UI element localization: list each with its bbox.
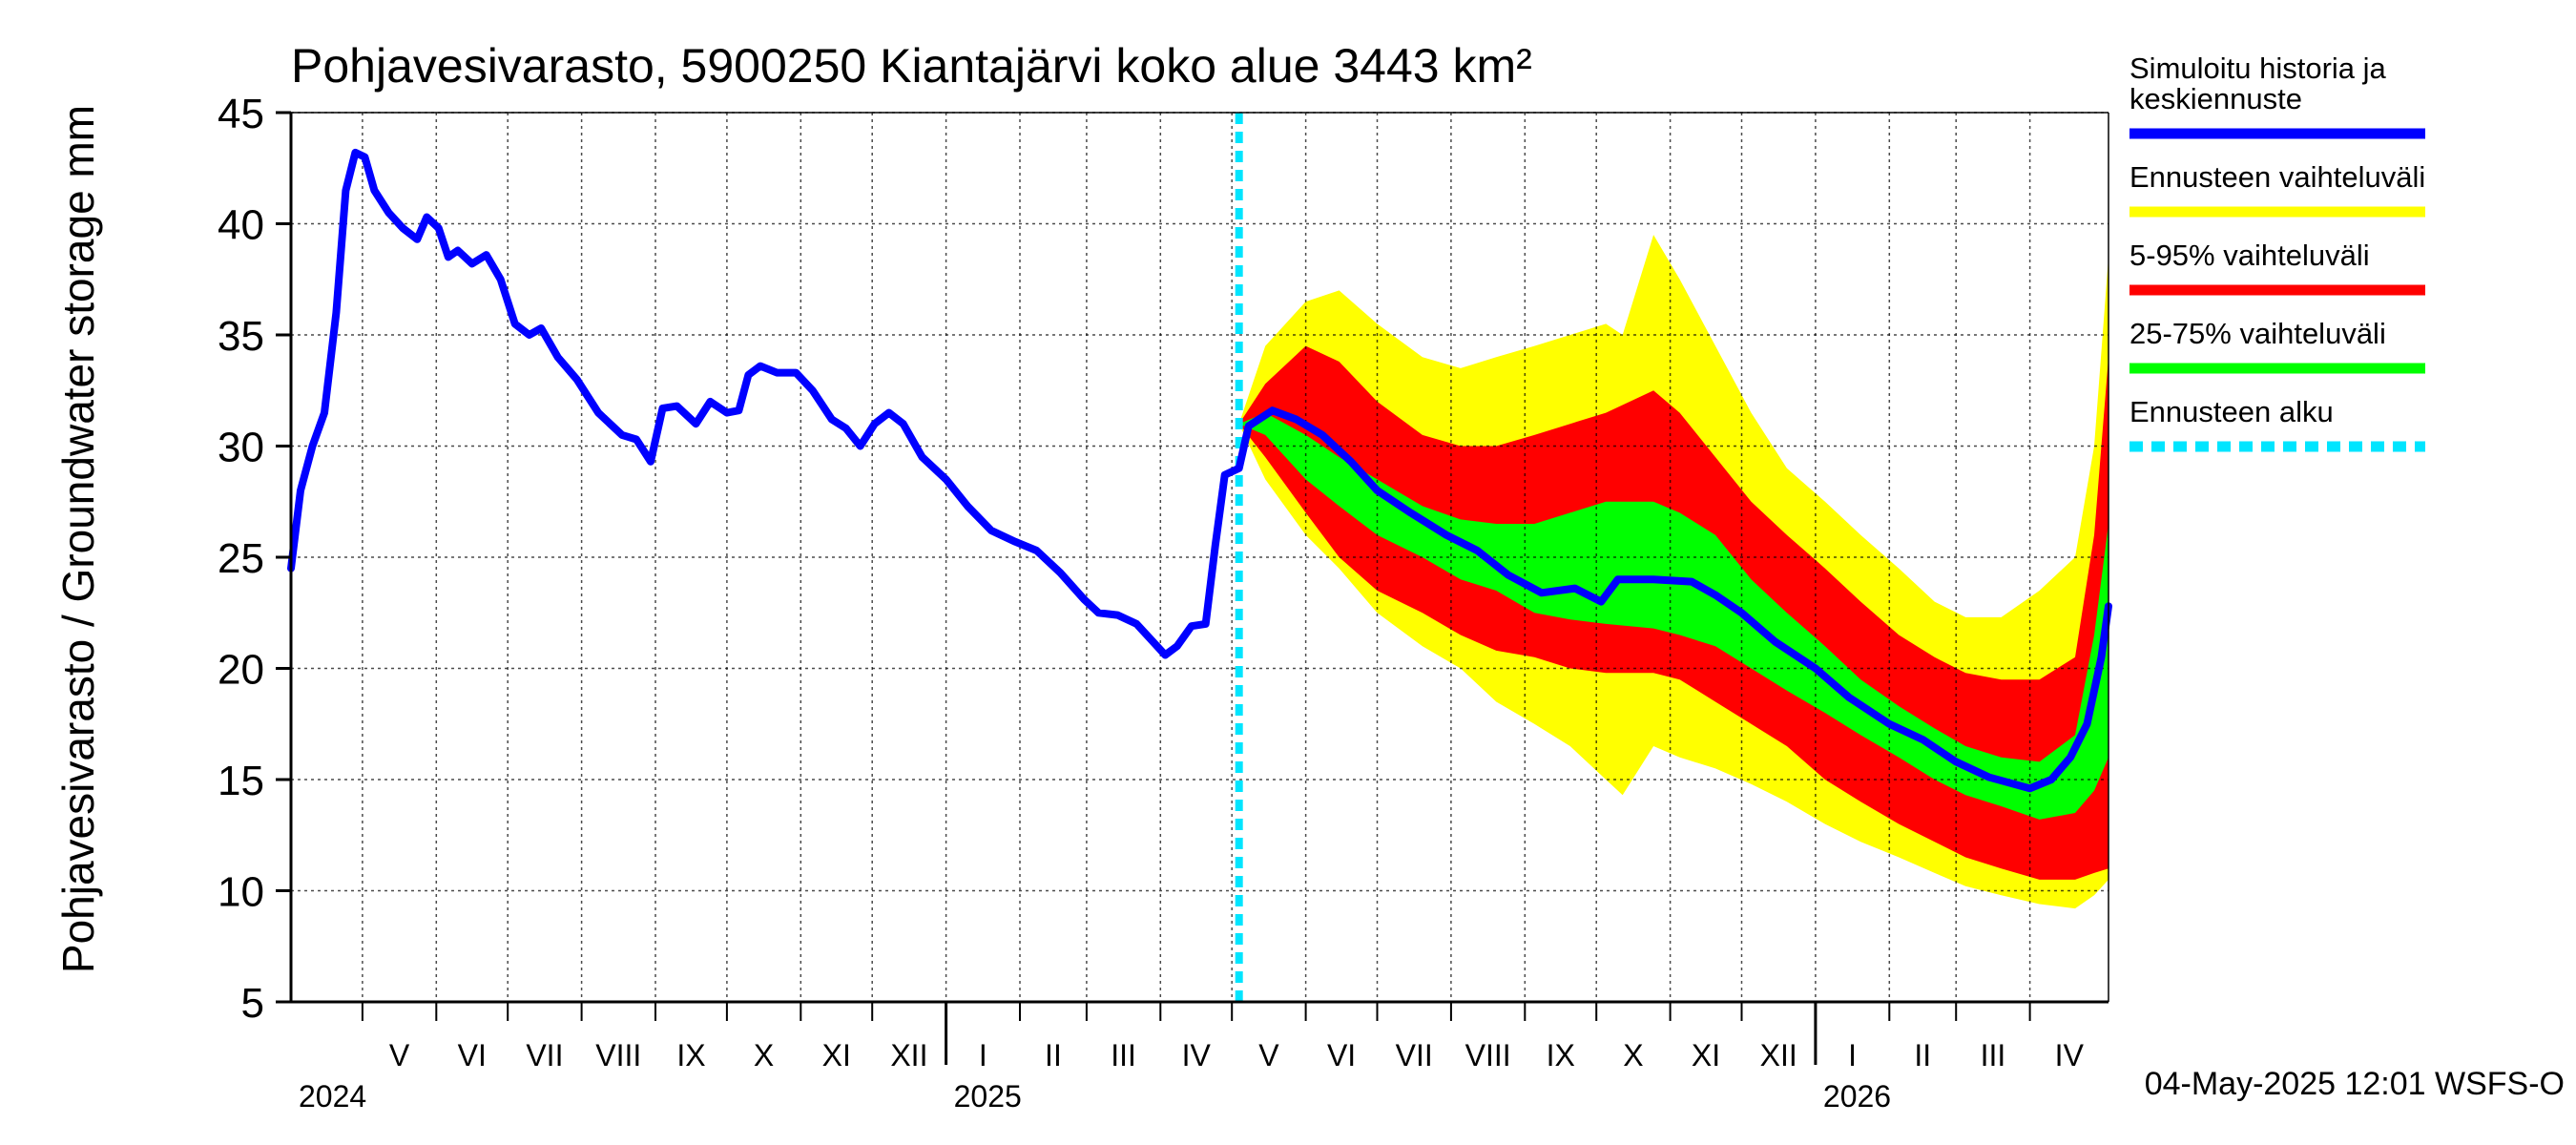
x-month-label: VIII (1465, 1038, 1511, 1072)
x-month-label: IV (2055, 1038, 2085, 1072)
x-month-label: VIII (595, 1038, 641, 1072)
x-month-label: II (1914, 1038, 1931, 1072)
y-tick-label: 20 (218, 647, 264, 694)
y-axis-labels: 5 10 15 20 25 30 35 40 45 (218, 91, 264, 1027)
y-tick-label: 30 (218, 425, 264, 471)
y-axis-title: Pohjavesivarasto / Groundwater storage m… (53, 105, 103, 973)
x-month-label: V (389, 1038, 410, 1072)
x-month-label: IX (676, 1038, 705, 1072)
x-month-label: III (1111, 1038, 1136, 1072)
legend-label: Ennusteen alku (2129, 395, 2334, 428)
x-year-label: 2024 (299, 1079, 366, 1114)
x-month-label: X (754, 1038, 774, 1072)
x-month-label: I (1848, 1038, 1857, 1072)
x-month-label: XII (890, 1038, 927, 1072)
x-month-label: XI (822, 1038, 851, 1072)
legend-label: 25-75% vaihteluväli (2129, 317, 2386, 350)
legend-label: Ennusteen vaihteluväli (2129, 160, 2425, 194)
footer-timestamp: 04-May-2025 12:01 WSFS-O (2145, 1066, 2565, 1102)
y-tick-label: 15 (218, 758, 264, 804)
legend-label-continued: keskiennuste (2129, 82, 2302, 115)
x-month-label: V (1258, 1038, 1279, 1072)
y-tick-label: 25 (218, 535, 264, 582)
x-month-label: I (979, 1038, 987, 1072)
x-month-label: XI (1692, 1038, 1720, 1072)
legend-label: Simuloitu historia ja (2129, 52, 2387, 85)
x-year-label: 2026 (1823, 1079, 1891, 1114)
y-tick-label: 10 (218, 869, 264, 916)
x-month-label: IX (1547, 1038, 1575, 1072)
legend-label: 5-95% vaihteluväli (2129, 239, 2370, 272)
x-month-label: VII (526, 1038, 563, 1072)
x-year-label: 2025 (954, 1079, 1022, 1114)
x-month-label: VII (1396, 1038, 1433, 1072)
x-month-label: III (1981, 1038, 2006, 1072)
y-tick-label: 45 (218, 91, 264, 137)
y-tick-label: 5 (241, 980, 264, 1027)
chart-axes (276, 111, 2109, 1065)
chart-title: Pohjavesivarasto, 5900250 Kiantajärvi ko… (291, 39, 1532, 93)
x-month-label: VI (458, 1038, 487, 1072)
x-month-label: XII (1760, 1038, 1797, 1072)
forecast-bands (1238, 235, 2109, 909)
band-25-75-vaihteluv-li (1238, 412, 2109, 820)
series-lines (287, 148, 2112, 793)
x-month-label: IV (1182, 1038, 1212, 1072)
x-axis-labels: V VI VII VIII IX X XI XII I II III IV V VI VII VIII IX X X… (299, 1038, 2085, 1114)
y-tick-label: 40 (218, 202, 264, 249)
y-tick-label: 35 (218, 313, 264, 360)
x-month-label: X (1623, 1038, 1643, 1072)
series-line-simulated (287, 148, 2112, 793)
x-month-label: II (1045, 1038, 1062, 1072)
x-month-label: VI (1327, 1038, 1356, 1072)
